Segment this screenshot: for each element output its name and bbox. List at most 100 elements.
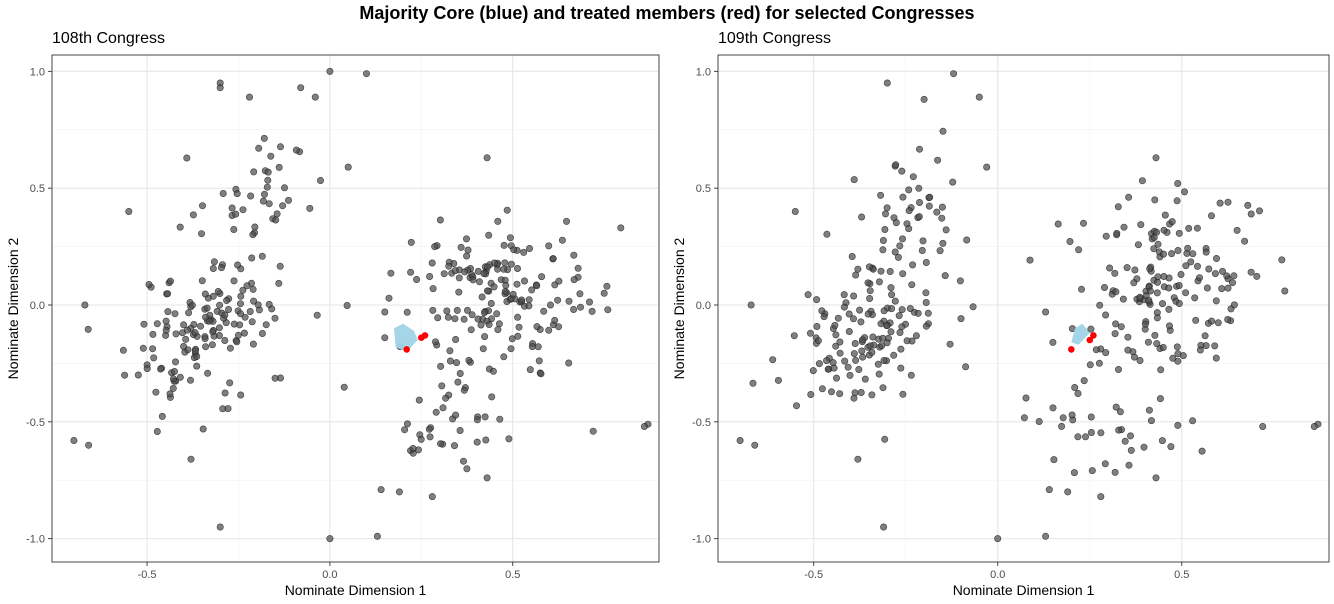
data-point [1127, 446, 1135, 454]
data-point [183, 154, 191, 162]
data-point [520, 248, 528, 256]
data-point [1097, 429, 1105, 437]
data-point [1201, 332, 1209, 340]
data-point [898, 167, 906, 175]
data-point [208, 341, 216, 349]
data-point [877, 191, 885, 199]
data-point [890, 214, 898, 222]
data-point [1136, 293, 1144, 301]
y-tick-label: -1.0 [26, 534, 45, 546]
data-point [243, 282, 251, 290]
data-point [1152, 154, 1160, 162]
panel-title: 109th Congress [718, 30, 831, 47]
data-point [1160, 226, 1168, 234]
y-tick-label: 0.0 [30, 300, 45, 312]
data-point [377, 486, 385, 494]
data-point [956, 277, 964, 285]
data-point [1075, 246, 1083, 254]
data-point [438, 382, 446, 390]
data-point [1074, 433, 1082, 441]
data-point [600, 289, 608, 297]
data-point [463, 306, 471, 314]
data-point [869, 333, 877, 341]
data-point [344, 163, 352, 171]
data-point [1212, 297, 1220, 305]
data-point [1101, 460, 1109, 468]
data-point [417, 435, 425, 443]
data-point [507, 260, 515, 268]
data-point [284, 196, 292, 204]
data-point [845, 310, 853, 318]
data-point [473, 416, 481, 424]
data-point [428, 493, 436, 501]
data-point [528, 286, 536, 294]
data-point [1071, 383, 1079, 391]
data-point [455, 274, 463, 282]
data-point [1187, 258, 1195, 266]
data-point [818, 307, 826, 315]
data-point [215, 324, 223, 332]
data-point [938, 214, 946, 222]
data-point [518, 296, 526, 304]
data-point [260, 134, 268, 142]
data-point [1112, 288, 1120, 296]
data-point [751, 441, 759, 449]
data-point [121, 371, 129, 379]
data-point [425, 425, 433, 433]
data-point [464, 246, 472, 254]
data-point [1145, 406, 1153, 414]
data-point [934, 156, 942, 164]
data-point [219, 190, 227, 198]
data-point [373, 532, 381, 540]
data-point [143, 365, 151, 373]
panel-2: -0.5 0.0 0.5 -1.0 -0.5 0.0 0.5 1.0 Nominate Dime… [671, 30, 1330, 598]
panel-title: 108th Congress [52, 30, 165, 47]
x-axis-title: Nominate Dimension 1 [285, 582, 427, 598]
data-point [896, 242, 904, 250]
data-point [172, 330, 180, 338]
data-point [455, 288, 463, 296]
data-point [1116, 408, 1124, 416]
data-point [1066, 238, 1074, 246]
data-point [868, 348, 876, 356]
data-point [881, 210, 889, 218]
data-point [545, 326, 553, 334]
data-point [316, 177, 324, 185]
data-point [436, 216, 444, 224]
data-point [272, 216, 280, 224]
data-point [983, 163, 991, 171]
data-point [1124, 333, 1132, 341]
data-point [215, 331, 223, 339]
data-point [432, 408, 440, 416]
data-point [899, 270, 907, 278]
data-point [459, 457, 467, 465]
x-tick-label: 0.0 [990, 569, 1005, 581]
data-point [806, 329, 814, 337]
data-point [792, 402, 800, 410]
data-point [845, 327, 853, 335]
data-point [545, 242, 553, 250]
data-point [939, 127, 947, 135]
data-point [446, 347, 454, 355]
data-point [555, 277, 563, 285]
data-point [1117, 323, 1125, 331]
data-point [585, 298, 593, 306]
data-point [1224, 315, 1232, 323]
data-point [941, 272, 949, 280]
data-point [939, 239, 947, 247]
data-point [875, 370, 883, 378]
data-point [962, 363, 970, 371]
data-point [824, 365, 832, 373]
data-point [185, 309, 193, 317]
data-point [1111, 468, 1119, 476]
data-point [903, 337, 911, 345]
data-point [262, 321, 270, 329]
data-point [809, 367, 817, 375]
data-point [818, 385, 826, 393]
data-point [343, 301, 351, 309]
data-point [259, 197, 267, 205]
data-point [804, 291, 812, 299]
data-point [938, 203, 946, 211]
data-point [925, 202, 933, 210]
